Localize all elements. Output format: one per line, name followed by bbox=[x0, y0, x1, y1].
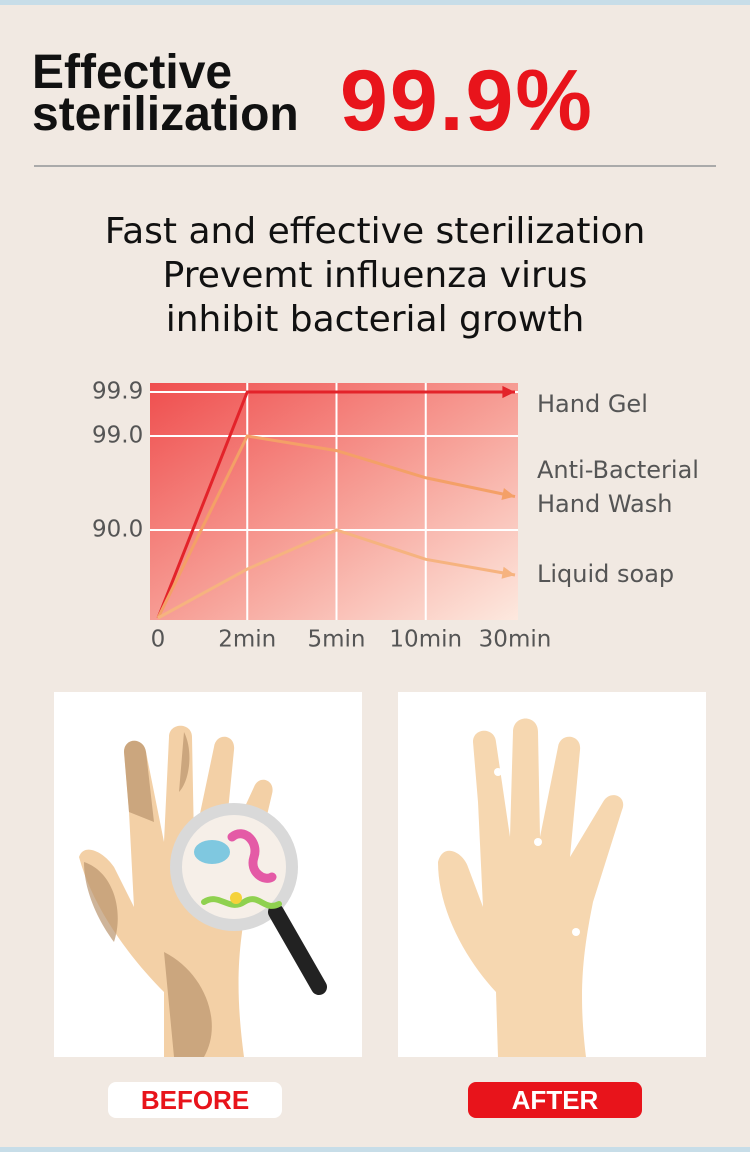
series-line bbox=[157, 528, 516, 620]
after-label: AFTER bbox=[468, 1082, 642, 1118]
top-strip bbox=[0, 0, 750, 5]
y-tick-label: 90.0 bbox=[92, 517, 143, 543]
arrow-head bbox=[501, 488, 515, 500]
x-tick-label: 2min bbox=[218, 627, 276, 653]
germ bbox=[227, 829, 277, 883]
after-illustration bbox=[438, 718, 624, 1057]
legend-label: Liquid soap bbox=[537, 560, 675, 588]
magnifier-handle bbox=[268, 904, 327, 995]
germ bbox=[194, 840, 230, 864]
sparkle bbox=[494, 768, 502, 776]
germ bbox=[201, 896, 282, 909]
before-panel bbox=[54, 692, 362, 1057]
germ bbox=[230, 892, 242, 904]
title-line: Effective bbox=[32, 46, 233, 99]
series-line bbox=[156, 434, 516, 619]
y-tick-label: 99.0 bbox=[92, 423, 143, 449]
separator bbox=[34, 165, 716, 167]
y-tick-label: 99.9 bbox=[92, 379, 143, 405]
chart: 99.9 99.0 90.0 0 2min 5min 10min 30min bbox=[92, 379, 552, 653]
magnifier bbox=[170, 803, 298, 931]
x-tick-label: 5min bbox=[307, 627, 365, 653]
subtitle-line: inhibit bacterial growth bbox=[165, 299, 585, 340]
before-label: BEFORE bbox=[108, 1082, 282, 1118]
x-tick-label: 0 bbox=[151, 627, 166, 653]
arrow-head bbox=[502, 385, 515, 399]
after-panel bbox=[398, 692, 706, 1057]
hand bbox=[438, 718, 624, 1057]
dirt bbox=[84, 732, 212, 1057]
highlight: 99.9% bbox=[340, 53, 594, 149]
before-illustration bbox=[79, 725, 327, 1057]
title-line: sterilization bbox=[32, 88, 299, 141]
series-line bbox=[156, 390, 515, 619]
arrow-head bbox=[501, 566, 515, 579]
title: Effective sterilization bbox=[32, 46, 299, 141]
legend-label: Hand Gel bbox=[537, 390, 648, 418]
sparkle bbox=[572, 928, 580, 936]
subtitle: Fast and effective sterilization Prevemt … bbox=[0, 210, 750, 342]
sparkle bbox=[534, 838, 542, 846]
subtitle-line: Prevemt influenza virus bbox=[162, 255, 588, 296]
x-tick-label: 10min bbox=[389, 627, 462, 653]
bottom-strip bbox=[0, 1147, 750, 1152]
x-tick-label: 30min bbox=[479, 627, 552, 653]
legend-label: Anti-Bacterial Hand Wash bbox=[537, 456, 699, 518]
subtitle-line: Fast and effective sterilization bbox=[104, 211, 646, 252]
plot-area bbox=[150, 383, 518, 620]
